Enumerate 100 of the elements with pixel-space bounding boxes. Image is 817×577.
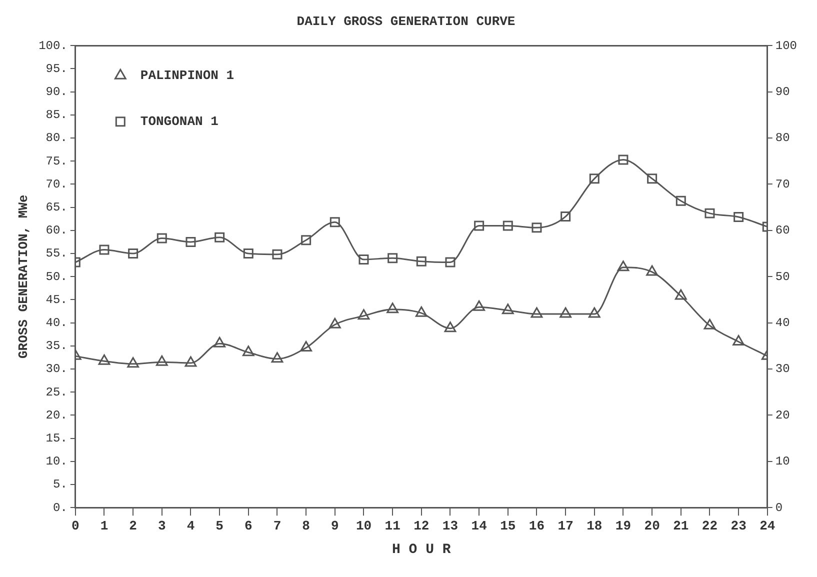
point	[300, 341, 312, 352]
x-tick-label: 21	[673, 518, 689, 534]
point	[242, 346, 254, 356]
y-tick-label: 25.	[46, 385, 68, 400]
y-tick-label: 85.	[46, 108, 68, 122]
y-tick-label: 15.	[46, 431, 68, 446]
point	[647, 174, 658, 184]
y-tick-label: 45.	[46, 292, 68, 307]
point	[184, 356, 197, 367]
y-tick-label: 70.	[46, 177, 68, 192]
point	[588, 307, 600, 318]
x-tick-label: 5	[216, 518, 224, 534]
x-tick-label: 0	[72, 518, 80, 534]
y-tick-label: 35.	[46, 339, 68, 354]
y-tick-label: 10.	[46, 454, 68, 469]
point	[674, 289, 687, 300]
point	[271, 352, 284, 363]
x-tick-label: 8	[302, 518, 310, 534]
point	[617, 260, 630, 272]
y-tick-label: 75.	[46, 154, 68, 168]
x-tick-label: 13	[442, 518, 458, 534]
point	[156, 355, 168, 366]
point	[502, 304, 514, 314]
point	[416, 256, 426, 266]
point	[415, 306, 428, 317]
x-tick-label: 4	[186, 518, 195, 534]
y-tick-label: 65.	[46, 200, 68, 214]
point	[358, 309, 370, 320]
y-axis-title: GROSS GENERATION, MWe	[16, 194, 32, 359]
x-tick-label: 9	[330, 518, 339, 534]
y-tick-label: 0.	[53, 500, 68, 515]
x-tick-label: 22	[702, 518, 718, 534]
point	[214, 232, 225, 242]
point	[186, 236, 196, 247]
legend-label: TONGONAN 1	[140, 114, 219, 129]
x-tick-label: 16	[528, 518, 545, 534]
x-axis-title: H O U R	[392, 542, 452, 558]
point	[445, 257, 456, 268]
point	[388, 253, 398, 264]
point	[127, 357, 140, 368]
y-tick-label: 80.	[46, 131, 68, 146]
y2-tick-label: 50	[775, 270, 790, 284]
y-tick-label: 5.	[53, 478, 68, 492]
x-tick-label: 7	[273, 518, 282, 534]
y2-tick-label: 100	[775, 38, 798, 53]
y2-tick-label: 30	[775, 362, 790, 376]
point	[474, 220, 484, 231]
point	[214, 336, 226, 348]
chart-title: DAILY GROSS GENERATION CURVE	[296, 14, 516, 30]
legend-label: PALINPINON 1	[140, 68, 234, 83]
point	[704, 208, 715, 218]
point	[530, 307, 543, 318]
x-tick-label: 24	[760, 518, 776, 534]
y2-tick-label: 90	[775, 84, 790, 99]
x-tick-label: 15	[500, 518, 516, 534]
y2-tick-label: 60	[775, 224, 790, 238]
y2-tick-label: 40	[775, 316, 790, 330]
x-tick-label: 6	[244, 518, 252, 534]
point	[646, 265, 658, 276]
point	[502, 220, 513, 231]
x-tick-label: 2	[129, 518, 138, 534]
point	[589, 174, 600, 184]
x-tick-label: 17	[558, 518, 574, 534]
point	[704, 318, 716, 330]
point	[358, 254, 369, 264]
point	[618, 154, 628, 165]
x-tick-label: 19	[615, 518, 632, 534]
point	[734, 212, 744, 222]
point	[560, 307, 572, 318]
x-tick-label: 12	[414, 518, 430, 534]
x-tick-label: 23	[730, 518, 747, 534]
y2-tick-label: 10	[775, 454, 790, 469]
y2-tick-label: 0	[775, 500, 783, 515]
point	[676, 196, 686, 206]
point	[328, 318, 341, 328]
x-tick-label: 10	[356, 518, 372, 534]
y-tick-label: 30.	[46, 362, 68, 376]
x-tick-label: 3	[158, 518, 166, 534]
point	[98, 354, 110, 365]
point	[156, 233, 167, 244]
point	[243, 248, 254, 258]
y-tick-label: 90.	[46, 84, 68, 99]
x-tick-label: 20	[644, 518, 660, 534]
x-tick-label: 18	[586, 518, 602, 534]
point	[386, 302, 399, 314]
point	[272, 249, 282, 260]
point	[473, 300, 486, 311]
y2-tick-label: 70	[775, 177, 790, 192]
y-tick-label: 55.	[46, 246, 68, 261]
point	[444, 322, 456, 332]
point	[301, 235, 312, 246]
point	[99, 244, 110, 255]
point	[330, 217, 340, 228]
y-tick-label: 50.	[46, 270, 68, 284]
point	[560, 212, 571, 222]
point	[532, 222, 542, 233]
x-tick-label: 14	[471, 518, 488, 534]
y2-tick-label: 80	[775, 131, 790, 146]
y2-tick-label: 20	[775, 408, 790, 422]
y-tick-label: 40.	[46, 316, 68, 330]
